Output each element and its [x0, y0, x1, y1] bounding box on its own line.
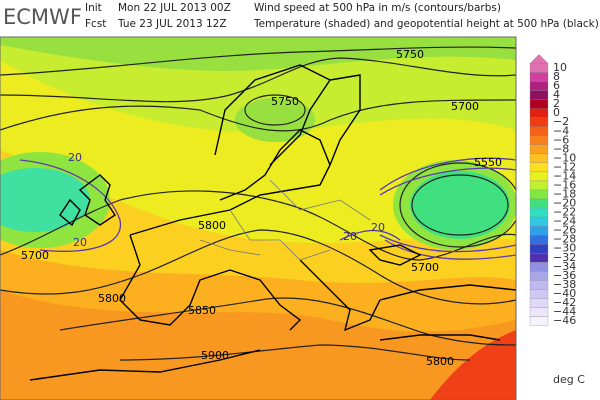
colorbar-swatch [529, 171, 549, 182]
colorbar-swatch [529, 189, 549, 200]
init-description: Wind speed at 500 hPa in m/s (contours/b… [254, 2, 501, 14]
colorbar-swatch [529, 253, 549, 263]
colorbar-swatch [529, 244, 549, 254]
colorbar-swatch [529, 81, 549, 91]
colorbar-swatch [529, 262, 549, 272]
height-label: 5750 [396, 48, 424, 61]
temperature-shading [430, 330, 516, 400]
init-label: Init [85, 2, 102, 14]
colorbar-swatch [529, 235, 549, 245]
colorbar-label: −44 [553, 305, 576, 318]
colorbar-swatch [529, 144, 549, 154]
colorbar-label: −10 [553, 151, 576, 164]
colorbar-label: 4 [553, 88, 560, 101]
political-borders [199, 179, 371, 261]
height-label: 5750 [271, 95, 299, 108]
wind-label: 20 [371, 221, 385, 234]
map-frame [0, 36, 517, 400]
colorbar-swatch [529, 180, 549, 191]
forecast-description: Temperature (shaded) and geopotential he… [253, 18, 599, 30]
colorbar-label: 2 [553, 97, 560, 110]
colorbar-swatch [529, 63, 549, 73]
colorbar-swatch [529, 117, 549, 127]
colorbar-swatch [529, 289, 549, 299]
colorbar-unit: deg C [553, 373, 585, 386]
colorbar-label: −16 [553, 178, 576, 191]
colorbar-swatch [529, 216, 549, 227]
colorbar-swatch [529, 162, 549, 173]
wind-label: 20 [73, 236, 87, 249]
colorbar-swatch [529, 271, 549, 281]
colorbar-label: −4 [553, 124, 569, 137]
colorbar-swatch [529, 307, 549, 317]
height-label: 5800 [198, 219, 226, 232]
colorbar-swatch [529, 99, 549, 109]
colorbar-label: −22 [553, 206, 576, 219]
colorbar-label: −36 [553, 269, 576, 282]
colorbar-swatch [529, 90, 549, 100]
colorbar-label: −30 [553, 242, 576, 255]
colorbar-label: −6 [553, 133, 569, 146]
colorbar-swatch [529, 198, 549, 209]
temperature-shading [0, 168, 90, 232]
init-time: Mon 22 JUL 2013 00Z [118, 2, 231, 14]
logo: ECMWF [3, 5, 82, 29]
colorbar-label: −32 [553, 251, 576, 264]
colorbar-label: −14 [553, 169, 576, 182]
wind-contours [19, 157, 516, 260]
colorbar-label: −34 [553, 260, 576, 273]
colorbar-swatch [529, 225, 549, 236]
colorbar-swatch [529, 316, 549, 326]
colorbar-swatch [529, 126, 549, 136]
colorbar-swatch [529, 153, 549, 164]
height-label: 5900 [201, 349, 229, 362]
colorbar-label: −12 [553, 160, 576, 173]
height-label: 5550 [474, 156, 502, 169]
colorbar-swatch [529, 280, 549, 290]
colorbar-label: 0 [553, 106, 560, 119]
forecast-label: Fcst [85, 18, 106, 30]
colorbar-label: −26 [553, 224, 576, 237]
temperature-shading [410, 171, 510, 239]
colorbar-label: −20 [553, 197, 576, 210]
colorbar-label: 8 [553, 70, 560, 83]
colorbar-label: −46 [553, 314, 576, 327]
height-label: 5700 [411, 261, 439, 274]
colorbar-label: −40 [553, 287, 576, 300]
colorbar-label: −38 [553, 278, 576, 291]
height-contours [0, 46, 516, 361]
wind-label: 20 [343, 230, 357, 243]
colorbar-swatch [529, 108, 549, 118]
colorbar-swatch [529, 298, 549, 308]
height-label: 5800 [98, 292, 126, 305]
wind-label: 20 [68, 151, 82, 164]
colorbar-label: −24 [553, 215, 576, 228]
temperature-shading [235, 98, 315, 142]
colorbar-swatch [529, 72, 549, 82]
height-label: 5800 [426, 355, 454, 368]
colorbar-label: −28 [553, 233, 576, 246]
colorbar-label: −18 [553, 188, 576, 201]
colorbar-label: −2 [553, 115, 569, 128]
colorbar-label: 10 [553, 61, 567, 74]
colorbar-arrow [529, 54, 549, 64]
height-label: 5700 [451, 100, 479, 113]
height-label: 5850 [188, 304, 216, 317]
colorbar-swatch [529, 135, 549, 145]
map [0, 37, 516, 400]
colorbar-swatch [529, 207, 549, 218]
colorbar-label: −42 [553, 296, 576, 309]
height-label: 5700 [21, 249, 49, 262]
colorbar-label: −8 [553, 142, 569, 155]
colorbar-label: 6 [553, 79, 560, 92]
forecast-time: Tue 23 JUL 2013 12Z [117, 18, 227, 30]
